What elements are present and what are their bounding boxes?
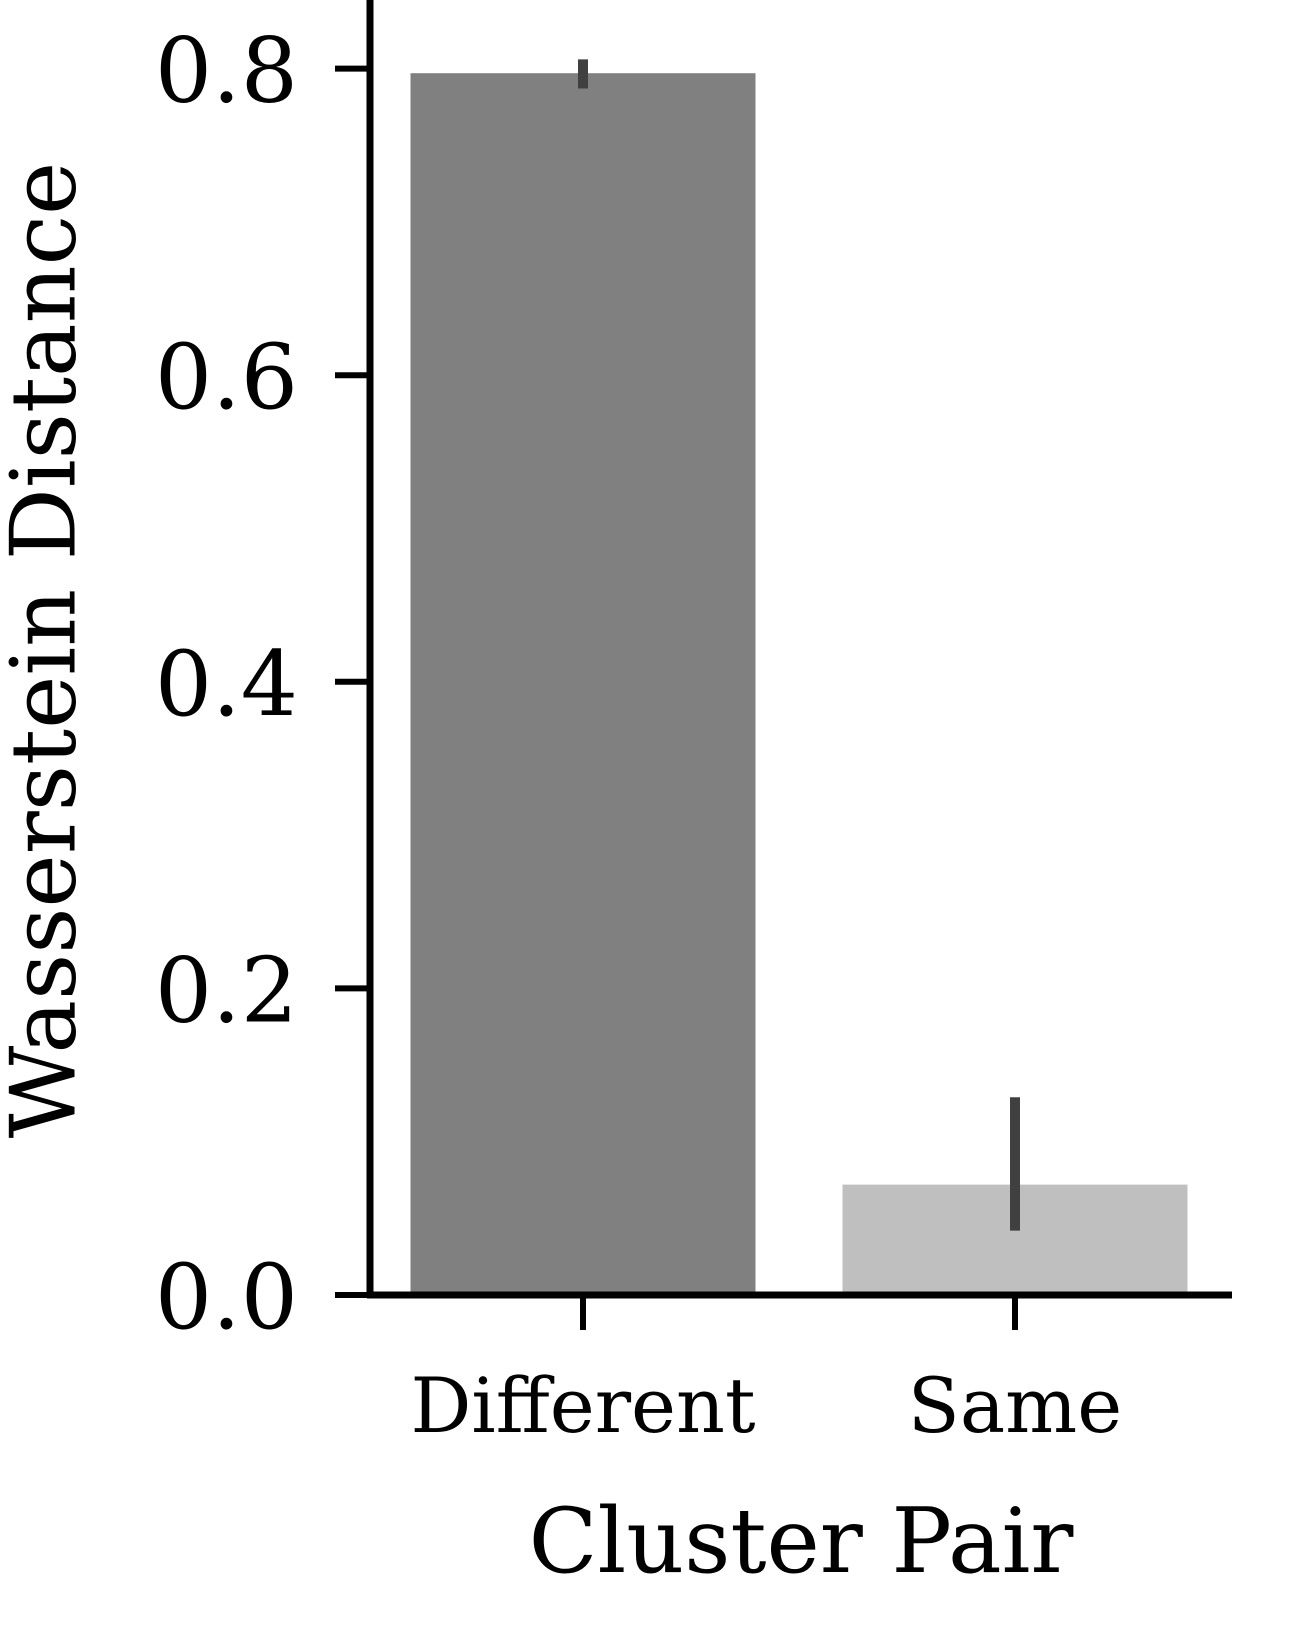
bar-different	[410, 73, 756, 1296]
x-tick-label-different: Different	[410, 1361, 755, 1450]
y-tick-label: 0.8	[155, 19, 298, 124]
y-tick-label: 0.6	[155, 325, 298, 430]
y-tick-label: 0.4	[155, 632, 298, 737]
error-bars-layer	[578, 59, 1020, 1231]
x-axis-label: Cluster Pair	[529, 1489, 1075, 1594]
bars-layer	[410, 73, 1188, 1296]
y-ticks-layer: 0.0 0.2 0.4 0.6 0.8	[155, 19, 370, 1350]
y-axis-label: Wasserstein Distance	[0, 162, 97, 1139]
x-tick-label-same: Same	[908, 1361, 1122, 1450]
y-tick-label: 0.0	[155, 1245, 298, 1350]
y-tick-label: 0.2	[155, 938, 298, 1043]
x-ticks-layer: Different Same	[410, 1295, 1122, 1450]
